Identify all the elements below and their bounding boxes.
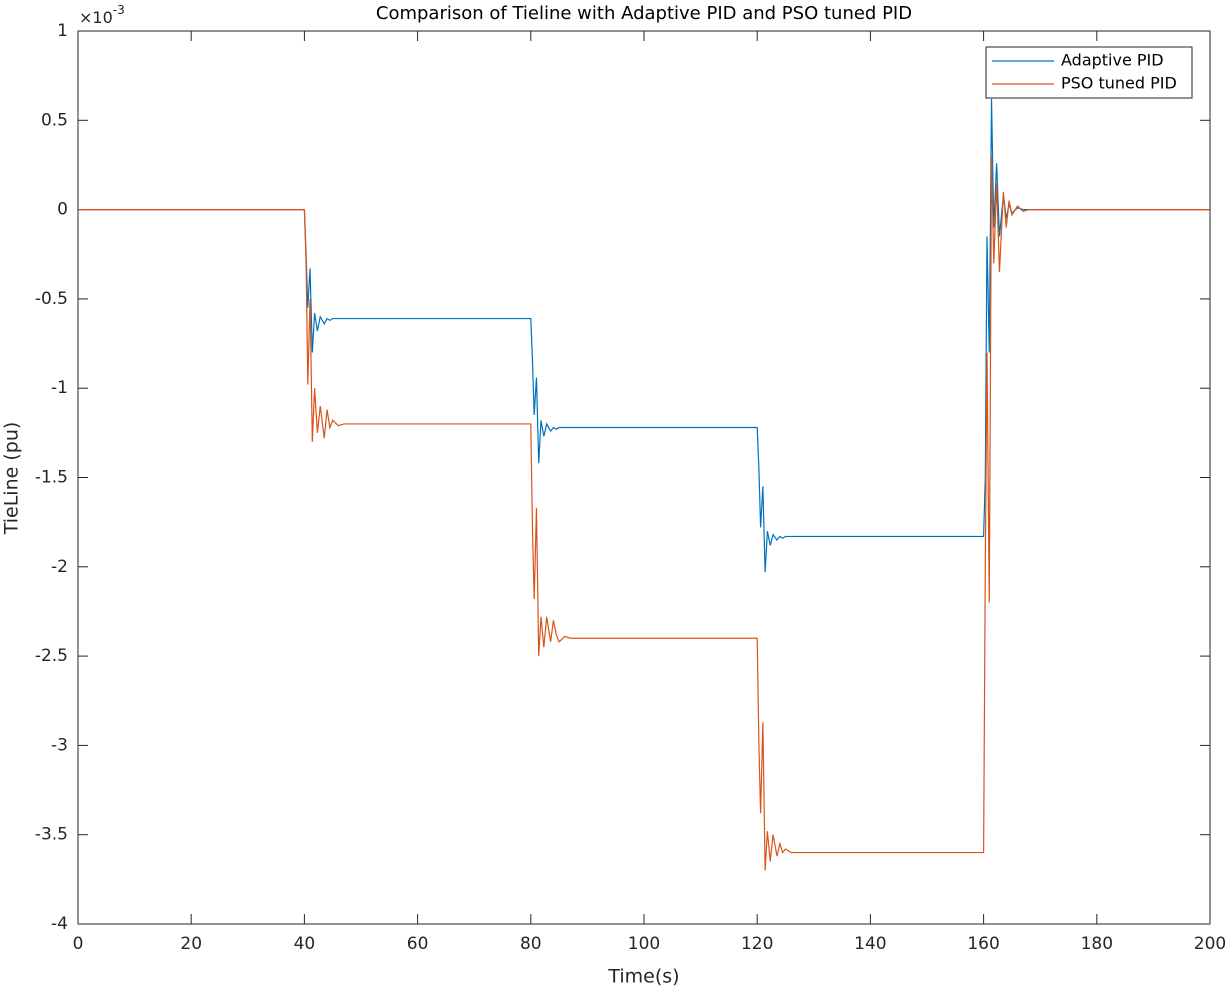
y-multiplier-base: ×10 [79, 8, 113, 27]
x-tick-label: 180 [1081, 934, 1113, 954]
x-tick-label: 40 [294, 934, 316, 954]
y-tick-label: -0.5 [35, 289, 68, 309]
y-tick-label: -2.5 [35, 646, 68, 666]
legend-label: Adaptive PID [1061, 51, 1164, 70]
x-tick-label: 200 [1194, 934, 1226, 954]
x-tick-label: 60 [407, 934, 429, 954]
line-series [78, 98, 1210, 573]
y-multiplier-exponent: -3 [113, 3, 125, 17]
y-multiplier: ×10-3 [79, 3, 125, 27]
legend-label: PSO tuned PID [1061, 74, 1177, 93]
y-tick-label: -3 [51, 735, 68, 755]
y-tick-label: -3.5 [35, 825, 68, 845]
axes-box [77, 30, 1211, 925]
y-tick-label: 0.5 [41, 110, 68, 130]
y-tick-label: 1 [57, 21, 68, 41]
x-tick-label: 120 [741, 934, 773, 954]
x-tick-label: 0 [73, 934, 84, 954]
y-tick-label: -2 [51, 557, 68, 577]
y-tick-label: -1 [51, 378, 68, 398]
y-axis-label: TieLine (pu) [1, 422, 23, 536]
x-tick-label: 100 [628, 934, 660, 954]
y-tick-label: -1.5 [35, 468, 68, 488]
line-series [78, 156, 1210, 871]
x-tick-label: 80 [520, 934, 542, 954]
legend-box [985, 46, 1193, 99]
legend: Adaptive PID PSO tuned PID [985, 46, 1193, 99]
y-tick-label: -4 [51, 914, 68, 934]
x-axis-label: Time(s) [607, 966, 679, 988]
x-tick-label: 20 [180, 934, 202, 954]
x-tick-label: 160 [967, 934, 999, 954]
x-tick-label: 140 [854, 934, 886, 954]
chart-title: Comparison of Tieline with Adaptive PID … [376, 3, 912, 24]
y-tick-label: 0 [57, 200, 68, 220]
